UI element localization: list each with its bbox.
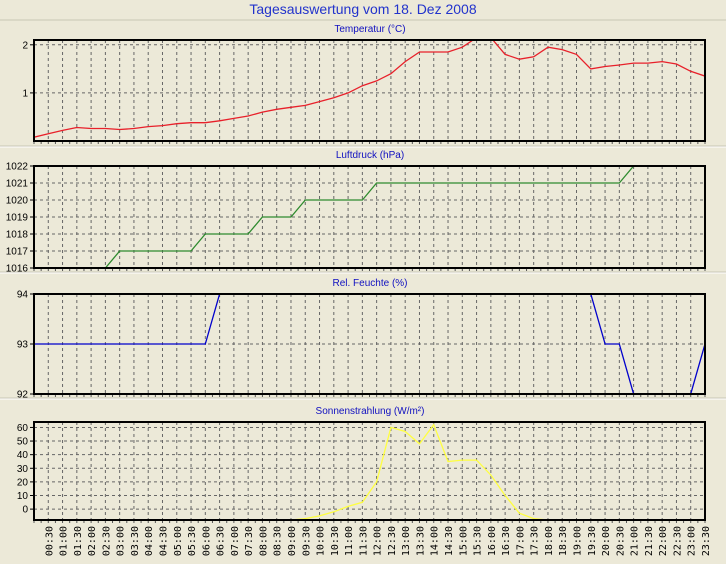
x-tick-label: 17:30 [530, 526, 541, 556]
y-tick-label: 1021 [6, 179, 29, 190]
y-tick-label: 1017 [6, 247, 29, 258]
panel-title: Temperatur (°C) [334, 24, 405, 35]
y-tick-label: 50 [17, 437, 29, 448]
x-tick-label: 20:00 [601, 526, 612, 556]
x-tick-label: 18:30 [558, 526, 569, 556]
chart-panel-1: Luftdruck (hPa) 1016 1017 1018 1019 1020 1021 1… [0, 150, 726, 275]
x-tick-label: 05:00 [173, 526, 184, 556]
x-tick-label: 17:00 [515, 526, 526, 556]
x-tick-label: 02:30 [101, 526, 112, 556]
y-tick-label: 1019 [6, 213, 29, 224]
y-tick-label: 2 [22, 40, 28, 51]
y-tick-label: 0 [22, 505, 28, 516]
y-tick-label: 93 [17, 340, 29, 351]
series-line [104, 166, 635, 268]
y-tick-label: 1018 [6, 230, 29, 241]
x-tick-label: 19:30 [587, 526, 598, 556]
x-tick-label: 05:30 [187, 526, 198, 556]
y-tick-label: 20 [17, 477, 29, 488]
y-tick-label: 92 [17, 390, 29, 401]
x-tick-label: 19:00 [573, 526, 584, 556]
plot-frame [33, 421, 706, 521]
x-tick-label: 20:30 [615, 526, 626, 556]
x-tick-label: 16:00 [487, 526, 498, 556]
panel-title: Rel. Feuchte (%) [332, 278, 407, 289]
y-tick-label: 60 [17, 423, 29, 434]
y-tick-label: 40 [17, 450, 29, 461]
x-tick-label: 10:30 [330, 526, 341, 556]
x-tick-label: 14:00 [430, 526, 441, 556]
x-tick-label: 03:30 [130, 526, 141, 556]
panel-title: Luftdruck (hPa) [336, 150, 404, 161]
x-tick-label: 11:00 [344, 526, 355, 556]
chart-panel-3: Sonnenstrahlung (W/m²) 0 10 20 30 40 50 60 00:30… [17, 406, 712, 556]
x-tick-label: 18:00 [544, 526, 555, 556]
page-title: Tagesauswertung vom 18. Dez 2008 [249, 1, 477, 17]
chart-panel-2: Rel. Feuchte (%) 92 93 94 [0, 278, 726, 401]
x-tick-label: 08:30 [273, 526, 284, 556]
x-tick-label: 15:30 [473, 526, 484, 556]
x-tick-label: 15:00 [458, 526, 469, 556]
y-tick-label: 1022 [6, 162, 29, 173]
plot-frame [33, 293, 706, 395]
x-tick-label: 23:00 [687, 526, 698, 556]
series-line [34, 40, 705, 138]
x-tick-label: 00:30 [44, 526, 55, 556]
y-tick-label: 94 [17, 290, 29, 301]
x-tick-label: 12:00 [373, 526, 384, 556]
x-tick-label: 14:30 [444, 526, 455, 556]
x-tick-label: 08:00 [258, 526, 269, 556]
y-tick-label: 30 [17, 464, 29, 475]
x-tick-label: 12:30 [387, 526, 398, 556]
x-tick-label: 01:30 [73, 526, 84, 556]
series-line [290, 423, 549, 520]
x-tick-label: 21:00 [630, 526, 641, 556]
x-tick-label: 11:30 [358, 526, 369, 556]
x-tick-label: 07:00 [230, 526, 241, 556]
panel-title: Sonnenstrahlung (W/m²) [316, 406, 425, 417]
chart-panel-0: Temperatur (°C) 1 2 [0, 24, 726, 148]
y-tick-label: 1020 [6, 196, 29, 207]
x-tick-label: 06:30 [216, 526, 227, 556]
x-tick-label: 10:00 [316, 526, 327, 556]
x-tick-label: 02:00 [87, 526, 98, 556]
x-tick-label: 04:00 [144, 526, 155, 556]
x-tick-label: 13:30 [415, 526, 426, 556]
x-tick-label: 06:00 [201, 526, 212, 556]
x-tick-label: 16:30 [501, 526, 512, 556]
x-tick-label: 03:00 [116, 526, 127, 556]
plot-frame [33, 165, 706, 269]
x-tick-label: 01:00 [59, 526, 70, 556]
y-tick-label: 1 [22, 88, 28, 99]
x-tick-label: 07:30 [244, 526, 255, 556]
x-tick-label: 23:30 [701, 526, 712, 556]
plot-frame [33, 39, 706, 142]
x-tick-label: 04:30 [158, 526, 169, 556]
x-tick-label: 13:00 [401, 526, 412, 556]
x-tick-label: 21:30 [644, 526, 655, 556]
x-tick-label: 09:00 [287, 526, 298, 556]
y-tick-label: 10 [17, 491, 29, 502]
x-tick-label: 22:00 [658, 526, 669, 556]
series-line [34, 294, 705, 394]
x-tick-label: 22:30 [672, 526, 683, 556]
x-tick-label: 09:30 [301, 526, 312, 556]
y-tick-label: 1016 [6, 264, 29, 275]
